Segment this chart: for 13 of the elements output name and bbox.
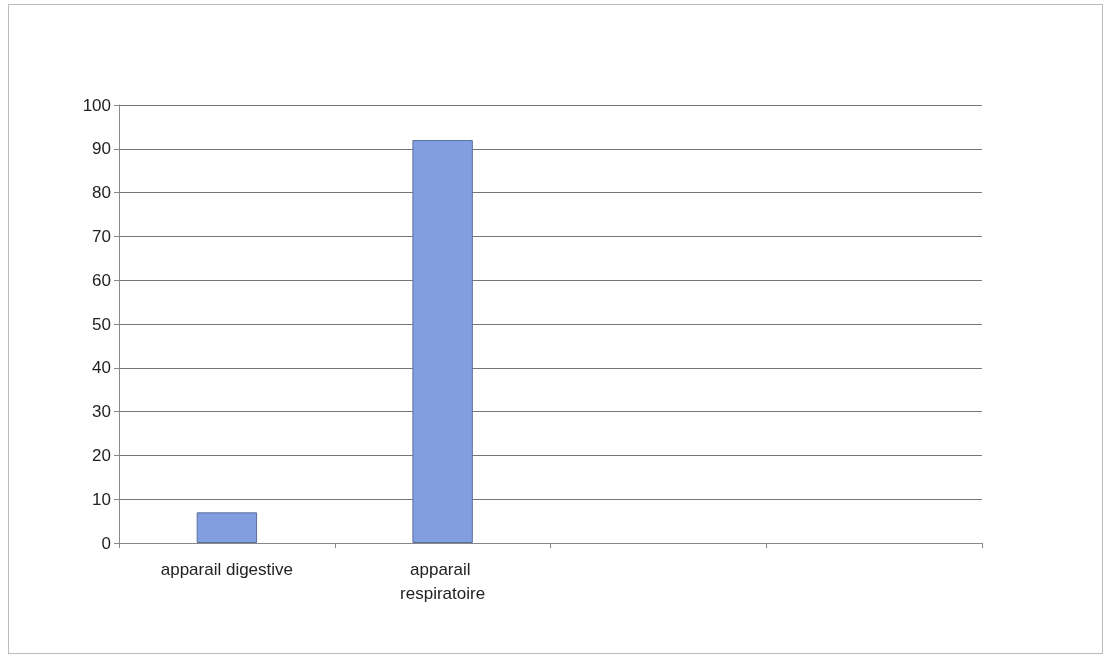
y-tick-label: 0 [101,533,111,553]
y-tick-label: 40 [92,358,111,378]
y-tick-label: 10 [92,489,111,509]
y-tick-label: 20 [92,445,111,465]
y-tick-label: 60 [92,270,111,290]
x-tick-label: apparail respiratoire [400,559,486,603]
y-tick-label: 90 [92,139,111,159]
y-tick-label: 50 [92,314,111,334]
y-tick-label: 70 [92,226,111,246]
y-tick-label: 100 [82,95,111,115]
y-tick-label: 30 [92,402,111,422]
y-tick-label: 80 [92,183,111,203]
x-tick-label: apparail digestive [160,559,294,579]
